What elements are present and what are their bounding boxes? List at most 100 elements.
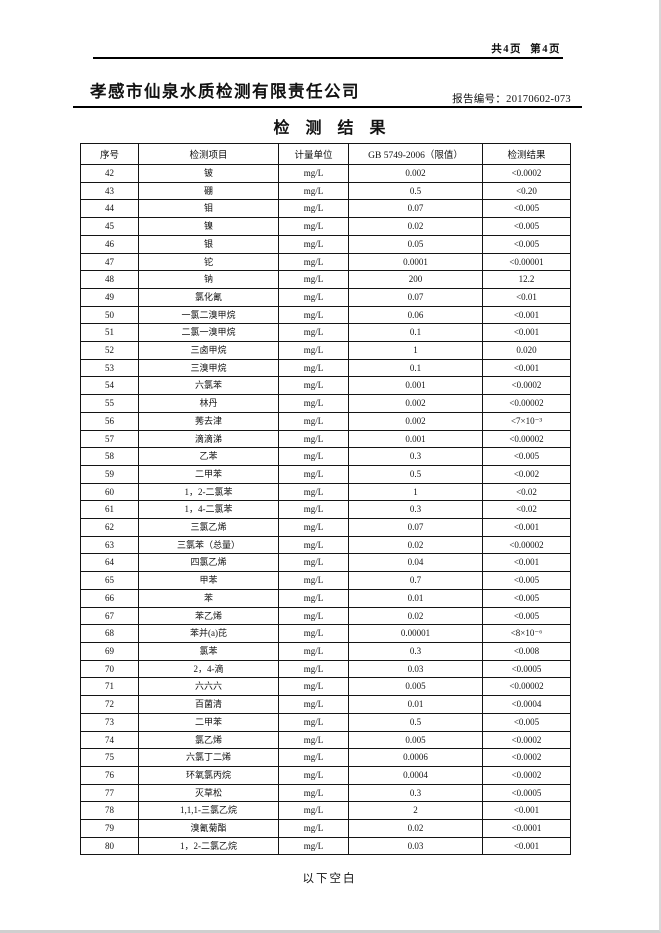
cell-limit: 0.02 (348, 535, 483, 555)
cell-limit: 0.03 (348, 836, 483, 856)
col-header-item: 检测项目 (138, 143, 279, 165)
cell-unit: mg/L (278, 376, 349, 396)
cell-result: <0.005 (482, 217, 571, 236)
cell-unit: mg/L (278, 199, 349, 219)
cell-limit: 0.0001 (348, 252, 483, 272)
cell-result: <0.00002 (482, 677, 571, 697)
cell-result: <0.001 (482, 836, 571, 856)
cell-unit: mg/L (278, 606, 349, 626)
cell-seq: 71 (80, 677, 139, 697)
cell-limit: 0.5 (348, 181, 483, 201)
cell-result: <0.02 (482, 500, 571, 520)
cell-seq: 79 (80, 819, 139, 838)
table-row: 80 1，2-二氯乙烷 mg/L 0.03 <0.001 (80, 836, 571, 856)
cell-unit: mg/L (278, 447, 349, 466)
cell-limit: 0.07 (348, 287, 483, 307)
cell-seq: 52 (80, 341, 139, 360)
cell-unit: mg/L (278, 287, 349, 307)
cell-unit: mg/L (278, 482, 349, 502)
cell-result: <0.0005 (482, 659, 571, 679)
cell-result: <0.001 (482, 323, 571, 343)
cell-seq: 63 (80, 535, 139, 555)
cell-unit: mg/L (278, 553, 349, 573)
page-title: 检 测 结 果 (273, 120, 386, 137)
table-row: 63 三氯苯（总量） mg/L 0.02 <0.00002 (80, 535, 571, 555)
cell-result: <0.00002 (482, 394, 571, 413)
cell-limit: 0.05 (348, 234, 483, 254)
col-header-result: 检测结果 (482, 143, 571, 165)
cell-item: 六六六 (138, 677, 279, 697)
cell-result: <0.0002 (482, 730, 571, 750)
cell-item: 百菌清 (138, 695, 279, 714)
cell-result: <0.00002 (482, 535, 571, 555)
cell-seq: 77 (80, 783, 139, 803)
cell-item: 二甲苯 (138, 712, 279, 732)
cell-limit: 0.005 (348, 677, 483, 697)
cell-unit: mg/L (278, 765, 349, 785)
cell-item: 钼 (138, 199, 279, 219)
cell-seq: 64 (80, 553, 139, 573)
cell-unit: mg/L (278, 695, 349, 714)
cell-item: 乙苯 (138, 447, 279, 466)
cell-item: 钠 (138, 270, 279, 289)
cell-result: <0.0002 (482, 748, 571, 767)
cell-item: 三卤甲烷 (138, 341, 279, 360)
table-row: 73 二甲苯 mg/L 0.5 <0.005 (80, 712, 571, 732)
pagination-label: 共4页 第4页 (491, 44, 561, 55)
cell-unit: mg/L (278, 270, 349, 289)
table-row: 79 溴氰菊酯 mg/L 0.02 <0.0001 (80, 819, 571, 838)
cell-unit: mg/L (278, 217, 349, 236)
cell-unit: mg/L (278, 394, 349, 413)
cell-unit: mg/L (278, 358, 349, 378)
cell-item: 三氯苯（总量） (138, 535, 279, 555)
cell-limit: 0.02 (348, 606, 483, 626)
cell-result: <0.0005 (482, 783, 571, 803)
cell-seq: 56 (80, 411, 139, 431)
cell-seq: 68 (80, 624, 139, 643)
cell-item: 四氯乙烯 (138, 553, 279, 573)
cell-unit: mg/L (278, 518, 349, 537)
cell-item: 六氯丁二烯 (138, 748, 279, 767)
table-row: 52 三卤甲烷 mg/L 1 0.020 (80, 341, 571, 360)
cell-unit: mg/L (278, 464, 349, 484)
cell-limit: 0.07 (348, 199, 483, 219)
cell-result: <0.0002 (482, 376, 571, 396)
cell-seq: 50 (80, 305, 139, 325)
table-row: 51 二氯一溴甲烷 mg/L 0.1 <0.001 (80, 323, 571, 343)
cell-limit: 1 (348, 482, 483, 502)
cell-seq: 67 (80, 606, 139, 626)
table-row: 45 镍 mg/L 0.02 <0.005 (80, 217, 571, 236)
cell-item: 环氧氯丙烷 (138, 765, 279, 785)
cell-item: 滴滴涕 (138, 429, 279, 449)
cell-limit: 0.5 (348, 464, 483, 484)
cell-seq: 46 (80, 234, 139, 254)
cell-limit: 2 (348, 801, 483, 821)
cell-item: 苯 (138, 588, 279, 608)
cell-seq: 76 (80, 765, 139, 785)
table-row: 57 滴滴涕 mg/L 0.001 <0.00002 (80, 429, 571, 449)
table-row: 62 三氯乙烯 mg/L 0.07 <0.001 (80, 518, 571, 537)
cell-result: <0.005 (482, 447, 571, 466)
results-table-body: 42 铍 mg/L 0.002 <0.0002 43 硼 mg/L 0.5 <0… (80, 164, 571, 856)
cell-result: <0.00002 (482, 429, 571, 449)
cell-seq: 54 (80, 376, 139, 396)
cell-item: 镍 (138, 217, 279, 236)
cell-unit: mg/L (278, 748, 349, 767)
cell-limit: 0.3 (348, 783, 483, 803)
cell-item: 铍 (138, 164, 279, 183)
cell-result: <8×10⁻⁶ (482, 624, 571, 643)
cell-limit: 200 (348, 270, 483, 289)
cell-seq: 43 (80, 181, 139, 201)
table-row: 49 氯化氰 mg/L 0.07 <0.01 (80, 287, 571, 307)
cell-item: 氯苯 (138, 641, 279, 661)
cell-result: <0.005 (482, 199, 571, 219)
cell-limit: 0.001 (348, 376, 483, 396)
cell-seq: 58 (80, 447, 139, 466)
cell-result: <0.005 (482, 712, 571, 732)
cell-result: <0.005 (482, 571, 571, 590)
table-row: 65 甲苯 mg/L 0.7 <0.005 (80, 571, 571, 590)
table-row: 43 硼 mg/L 0.5 <0.20 (80, 181, 571, 201)
cell-unit: mg/L (278, 624, 349, 643)
cell-seq: 78 (80, 801, 139, 821)
cell-result: <0.002 (482, 464, 571, 484)
